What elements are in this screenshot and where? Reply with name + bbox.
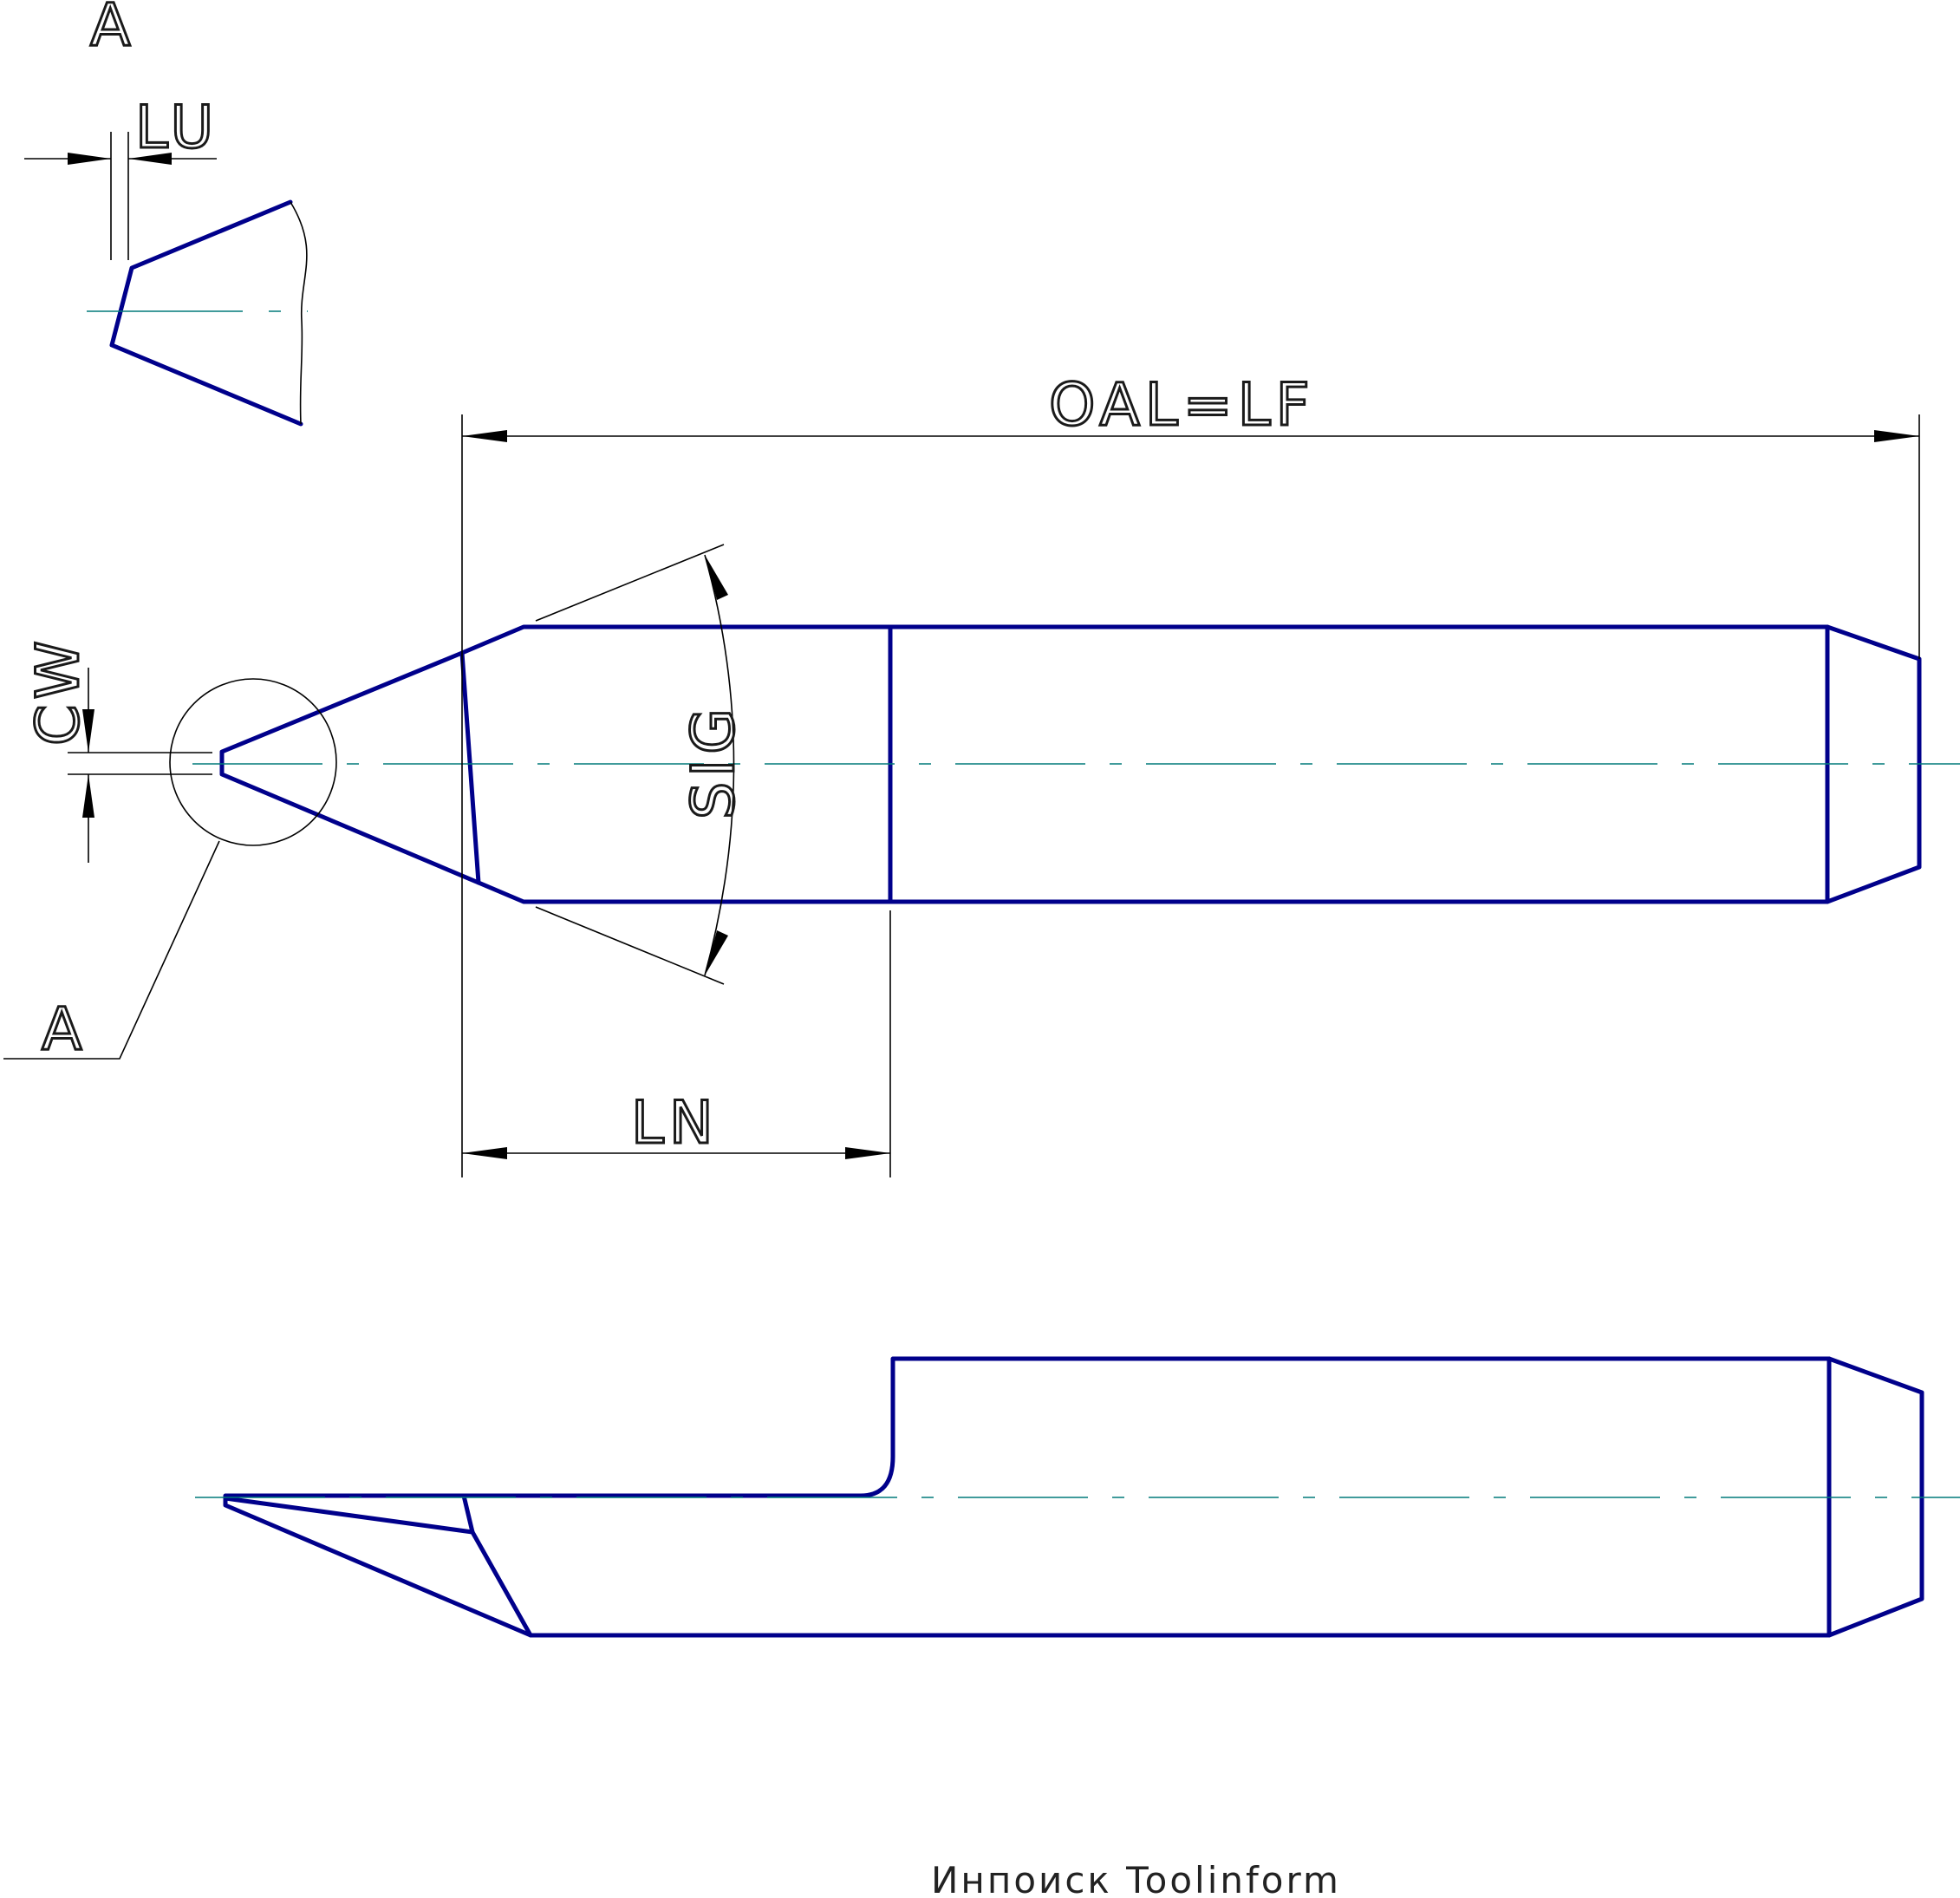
footer-watermark: Инпоиск Toolinform [931, 1859, 1341, 1898]
cutter-body-outline [219, 624, 1922, 904]
lu-arrow-left [68, 153, 111, 165]
detail-view-a: A LU [24, 0, 308, 427]
sig-extension-bottom [535, 906, 725, 985]
detail-break-line [290, 201, 308, 425]
detail-view-title: A [90, 0, 136, 60]
cw-arrow-top [82, 709, 94, 753]
side-body-outline [223, 1356, 1924, 1638]
insert-seat-line [459, 650, 481, 885]
ln-arrow-right [845, 1147, 890, 1159]
lu-label: LU [135, 94, 218, 162]
oal-label: OAL=LF [1049, 371, 1315, 440]
side-view [195, 1356, 1960, 1638]
cw-arrow-bottom [82, 774, 94, 818]
detail-tip-outline [109, 199, 303, 427]
detail-leader [3, 840, 220, 1060]
sig-arrow-bottom [705, 930, 728, 975]
top-view: A CW OAL=LF SIG LN [3, 370, 1960, 1177]
sig-label: SIG [680, 703, 748, 819]
oal-arrow-left [462, 430, 507, 442]
sig-arrow-top [705, 555, 728, 600]
sig-arc [704, 554, 735, 976]
lu-arrow-right [128, 153, 172, 165]
ln-arrow-left [462, 1147, 507, 1159]
detail-circle [169, 678, 337, 846]
ln-label: LN [631, 1089, 719, 1158]
side-insert-edge [461, 1493, 475, 1535]
detail-ref-label: A [42, 995, 88, 1064]
oal-arrow-right [1874, 430, 1919, 442]
cw-label: CW [24, 636, 93, 746]
sig-extension-top [535, 544, 725, 622]
